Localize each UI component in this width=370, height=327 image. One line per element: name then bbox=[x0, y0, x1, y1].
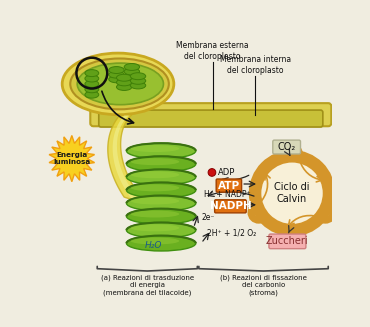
Ellipse shape bbox=[85, 70, 99, 77]
Ellipse shape bbox=[131, 158, 179, 165]
Text: H₂O: H₂O bbox=[145, 241, 162, 250]
Circle shape bbox=[284, 147, 300, 163]
FancyBboxPatch shape bbox=[99, 110, 323, 127]
Ellipse shape bbox=[131, 171, 179, 178]
Polygon shape bbox=[136, 198, 155, 210]
Text: (b) Reazioni di fissazione
del carbonio
(stroma): (b) Reazioni di fissazione del carbonio … bbox=[220, 275, 307, 296]
Ellipse shape bbox=[109, 67, 124, 74]
Text: CO₂: CO₂ bbox=[278, 142, 296, 152]
Circle shape bbox=[318, 205, 333, 220]
Ellipse shape bbox=[85, 86, 99, 93]
Ellipse shape bbox=[127, 169, 196, 185]
Ellipse shape bbox=[130, 82, 146, 89]
Ellipse shape bbox=[124, 73, 139, 80]
Text: Energia
luminosa: Energia luminosa bbox=[53, 152, 90, 165]
Text: (a) Reazioni di trasduzione
di energia
(membrana del tilacoide): (a) Reazioni di trasduzione di energia (… bbox=[101, 275, 194, 296]
Ellipse shape bbox=[117, 74, 132, 81]
Polygon shape bbox=[49, 135, 95, 182]
Ellipse shape bbox=[117, 79, 132, 86]
Text: ATP: ATP bbox=[218, 181, 240, 191]
Ellipse shape bbox=[124, 63, 139, 70]
Ellipse shape bbox=[109, 76, 124, 83]
Text: NADPH: NADPH bbox=[209, 201, 251, 211]
Ellipse shape bbox=[127, 182, 196, 198]
Polygon shape bbox=[112, 115, 139, 200]
Circle shape bbox=[208, 169, 216, 176]
Ellipse shape bbox=[127, 209, 196, 224]
FancyBboxPatch shape bbox=[215, 200, 246, 213]
Ellipse shape bbox=[124, 68, 139, 75]
Ellipse shape bbox=[127, 196, 196, 211]
Ellipse shape bbox=[127, 222, 196, 238]
Text: Zuccheri: Zuccheri bbox=[266, 236, 309, 246]
Text: Ciclo di
Calvin: Ciclo di Calvin bbox=[274, 182, 310, 204]
Ellipse shape bbox=[127, 235, 196, 251]
Ellipse shape bbox=[131, 224, 179, 232]
Circle shape bbox=[251, 205, 266, 220]
Text: 2e⁻: 2e⁻ bbox=[201, 214, 215, 222]
Text: H⁺ + NADP⁺: H⁺ + NADP⁺ bbox=[204, 190, 251, 199]
Ellipse shape bbox=[131, 237, 179, 245]
Ellipse shape bbox=[62, 53, 174, 115]
Ellipse shape bbox=[127, 156, 196, 172]
Ellipse shape bbox=[131, 198, 179, 204]
Ellipse shape bbox=[85, 80, 99, 87]
FancyBboxPatch shape bbox=[269, 234, 306, 249]
Ellipse shape bbox=[130, 77, 146, 84]
Circle shape bbox=[255, 156, 329, 230]
FancyBboxPatch shape bbox=[216, 179, 242, 192]
FancyBboxPatch shape bbox=[273, 140, 300, 154]
Ellipse shape bbox=[131, 211, 179, 217]
Ellipse shape bbox=[131, 184, 179, 191]
Text: Membrana esterna
del cloroplasto: Membrana esterna del cloroplasto bbox=[176, 42, 249, 61]
Ellipse shape bbox=[117, 83, 132, 91]
Ellipse shape bbox=[85, 75, 99, 82]
Ellipse shape bbox=[77, 63, 164, 105]
Ellipse shape bbox=[85, 91, 99, 98]
Text: 2H⁺ + 1/2 O₂: 2H⁺ + 1/2 O₂ bbox=[207, 229, 256, 238]
Polygon shape bbox=[108, 115, 147, 205]
Ellipse shape bbox=[109, 71, 124, 78]
Ellipse shape bbox=[131, 145, 179, 152]
Ellipse shape bbox=[70, 59, 169, 109]
Ellipse shape bbox=[127, 143, 196, 159]
FancyBboxPatch shape bbox=[90, 103, 331, 126]
Ellipse shape bbox=[130, 73, 146, 80]
Text: ADP: ADP bbox=[218, 168, 235, 177]
Text: Membrana interna
del cloroplasto: Membrana interna del cloroplasto bbox=[219, 55, 291, 75]
